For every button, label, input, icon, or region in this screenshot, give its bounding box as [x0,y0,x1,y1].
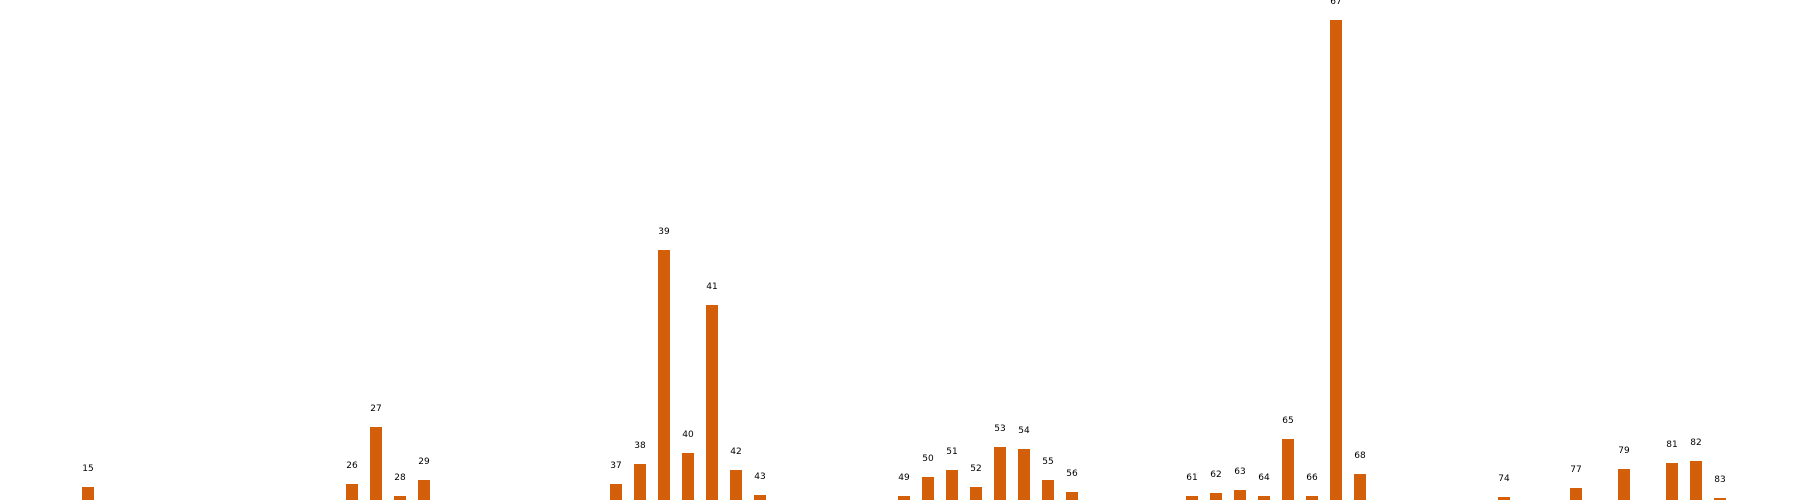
bar-54 [1018,449,1030,500]
bar-label-55: 55 [1042,457,1053,467]
bar-label-49: 49 [898,473,910,483]
bar-label-43: 43 [754,472,765,482]
bar-label-65: 65 [1282,416,1293,426]
bar-38 [634,464,646,500]
bar-label-41: 41 [706,282,717,292]
bar-63 [1234,490,1246,500]
bar-label-15: 15 [82,464,93,474]
bar-52 [970,487,982,500]
bar-62 [1210,493,1222,500]
bar-64 [1258,496,1270,500]
bar-label-68: 68 [1354,451,1366,461]
bar-label-61: 61 [1186,473,1197,483]
bar-40 [682,453,694,500]
bar-81 [1666,463,1678,500]
bar-label-50: 50 [922,454,934,464]
bar-29 [418,480,430,500]
bar-66 [1306,496,1318,500]
bar-label-83: 83 [1714,475,1725,485]
bar-15 [82,487,94,500]
bars-group [82,20,1726,500]
bar-label-26: 26 [346,461,358,471]
bar-label-74: 74 [1498,474,1510,484]
bar-label-77: 77 [1570,465,1581,475]
bar-label-29: 29 [418,457,430,467]
bar-label-67: 67 [1330,0,1341,7]
bar-label-56: 56 [1066,469,1078,479]
bar-41 [706,305,718,500]
bar-label-66: 66 [1306,473,1318,483]
bar-61 [1186,496,1198,500]
bar-label-39: 39 [658,227,670,237]
bar-50 [922,477,934,500]
bar-77 [1570,488,1582,500]
bar-28 [394,496,406,500]
bar-55 [1042,480,1054,500]
bar-label-42: 42 [730,447,741,457]
bar-label-28: 28 [394,473,406,483]
bar-label-51: 51 [946,447,957,457]
bar-37 [610,484,622,500]
bar-56 [1066,492,1078,500]
bar-27 [370,427,382,500]
bar-label-27: 27 [370,404,381,414]
bar-label-40: 40 [682,430,694,440]
bar-42 [730,470,742,500]
bar-label-82: 82 [1690,438,1701,448]
bar-label-79: 79 [1618,446,1630,456]
bar-label-38: 38 [634,441,646,451]
bar-26 [346,484,358,500]
bar-label-81: 81 [1666,440,1677,450]
bar-43 [754,495,766,500]
bar-label-62: 62 [1210,470,1221,480]
bar-65 [1282,439,1294,500]
bar-74 [1498,497,1510,500]
bar-49 [898,496,910,500]
bar-label-37: 37 [610,461,621,471]
bar-51 [946,470,958,500]
bar-label-54: 54 [1018,426,1030,436]
bar-label-53: 53 [994,424,1005,434]
bar-79 [1618,469,1630,500]
bar-83 [1714,498,1726,500]
bar-label-63: 63 [1234,467,1245,477]
bar-53 [994,447,1006,500]
bar-82 [1690,461,1702,500]
bar-68 [1354,474,1366,500]
bar-labels-group: 15 26 27 28 29 37 38 39 40 41 42 43 49 50 51 52 53 54 55 56… [82,0,1725,485]
bar-67 [1330,20,1342,500]
bar-label-52: 52 [970,464,981,474]
bar-39 [658,250,670,500]
bar-label-64: 64 [1258,473,1270,483]
